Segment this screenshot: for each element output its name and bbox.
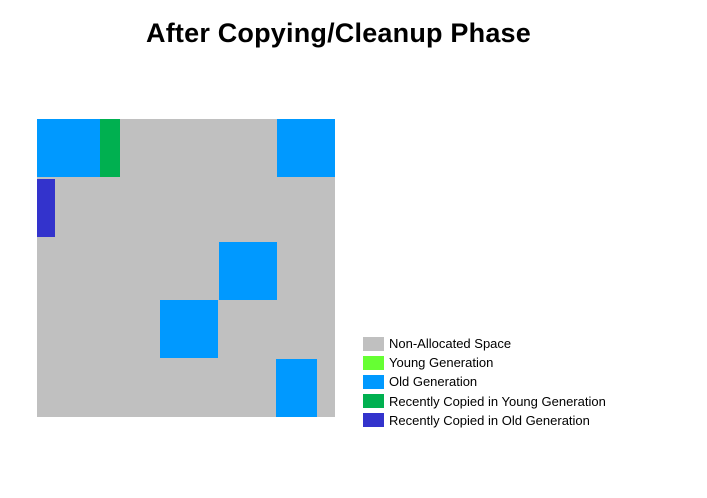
legend-item-non-allocated: Non-Allocated Space — [363, 334, 606, 353]
heap-area — [37, 119, 335, 417]
old-generation-block — [37, 119, 100, 177]
recently-copied-old-swatch — [363, 413, 384, 428]
old-generation-block — [276, 359, 317, 417]
recently-copied-young-block — [100, 119, 120, 177]
old-generation-block — [160, 300, 218, 358]
legend-label: Young Generation — [389, 355, 494, 371]
old-generation-swatch — [363, 374, 384, 389]
old-generation-block — [277, 119, 335, 177]
recently-copied-old-block — [37, 179, 55, 237]
legend-label: Recently Copied in Young Generation — [389, 393, 606, 409]
legend-label: Old Generation — [389, 374, 478, 390]
recently-copied-young-swatch — [363, 394, 384, 409]
legend-label: Non-Allocated Space — [389, 336, 512, 352]
legend-item-recent-old: Recently Copied in Old Generation — [363, 411, 606, 430]
old-generation-block — [219, 242, 277, 300]
diagram-title: After Copying/Cleanup Phase — [146, 18, 531, 48]
legend: Non-Allocated Space Young Generation Old… — [363, 334, 606, 430]
young-generation-swatch — [363, 355, 384, 370]
non-allocated-swatch — [363, 336, 384, 351]
legend-item-recent-young: Recently Copied in Young Generation — [363, 392, 606, 411]
legend-item-old: Old Generation — [363, 372, 606, 391]
legend-label: Recently Copied in Old Generation — [389, 412, 590, 428]
legend-item-young: Young Generation — [363, 353, 606, 372]
